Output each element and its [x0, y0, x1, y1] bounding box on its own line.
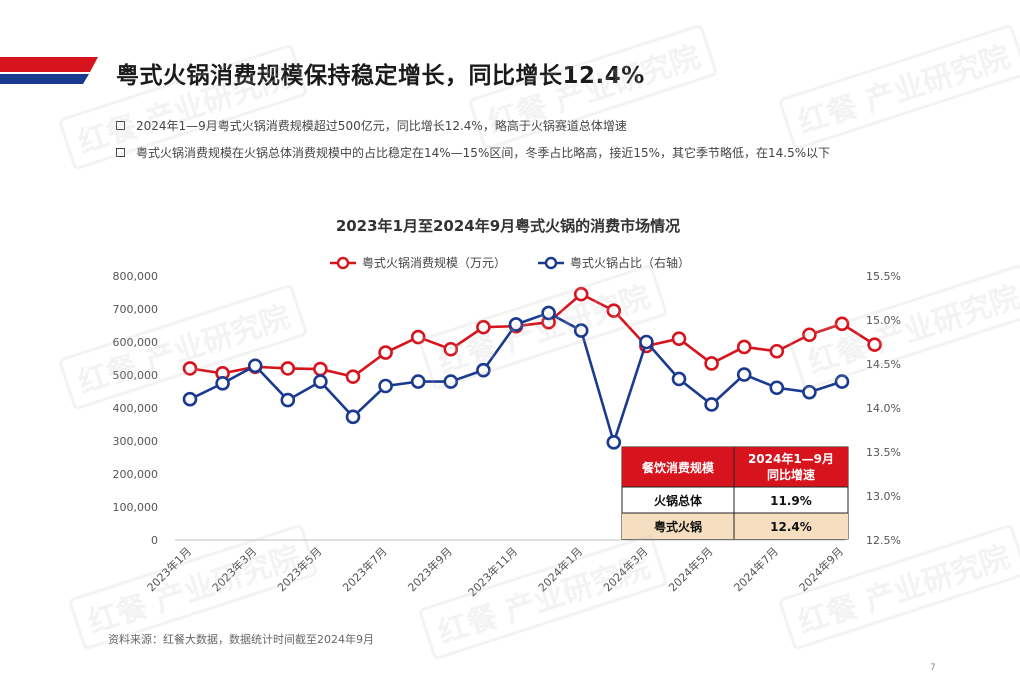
data-point-share: [476, 362, 491, 378]
data-point-share: [671, 371, 687, 387]
legend-label: 粤式火锅占比（右轴）: [570, 255, 690, 270]
data-point-share: [182, 391, 198, 407]
x-tick-label: 2024年3月: [600, 544, 650, 594]
x-tick-label: 2023年3月: [209, 544, 259, 594]
square-bullet-icon: [116, 121, 125, 130]
data-point-share: [443, 374, 459, 389]
data-point-share: [639, 334, 654, 350]
data-point-share: [247, 358, 263, 374]
y-left-tick-label: 0: [151, 534, 158, 547]
data-point-scale: [410, 329, 426, 345]
page-number: 7: [930, 663, 936, 673]
y-right-tick-label: 15.0%: [866, 314, 901, 327]
table-row-label: 粤式火锅: [654, 519, 702, 534]
data-point-scale: [834, 316, 850, 332]
data-point-scale: [736, 339, 752, 355]
data-point-share: [802, 384, 817, 400]
y-right-tick-label: 14.0%: [866, 402, 901, 415]
data-point-scale: [704, 356, 719, 371]
data-point-scale: [280, 361, 296, 376]
data-point-scale: [476, 319, 491, 335]
data-point-share: [378, 378, 393, 394]
chart-plot-area: [182, 286, 882, 450]
chart: 2023年1月至2024年9月粤式火锅的消费市场情况 粤式火锅消费规模（万元）粤…: [113, 217, 901, 599]
data-point-scale: [671, 331, 687, 346]
table-header-cell: 餐饮消费规模: [642, 460, 715, 475]
chart-title: 2023年1月至2024年9月粤式火锅的消费市场情况: [336, 217, 680, 235]
data-point-share: [410, 374, 426, 389]
page-title: 粤式火锅消费规模保持稳定增长，同比增长12.4%: [116, 63, 645, 89]
x-tick-label: 2024年9月: [796, 544, 846, 594]
table-row-value: 12.4%: [770, 520, 812, 534]
data-point-share: [541, 305, 556, 321]
chart-legend: 粤式火锅消费规模（万元） 粤式火锅占比（右轴）: [330, 255, 690, 270]
data-point-share: [215, 376, 230, 391]
x-tick-label: 2024年7月: [731, 544, 781, 594]
square-bullet-icon: [116, 148, 125, 157]
x-tick-label: 2024年1月: [535, 544, 585, 594]
table-header-bg: [622, 447, 848, 487]
data-point-scale: [802, 327, 817, 343]
x-tick-label: 2023年7月: [340, 544, 390, 594]
x-tick-label: 2023年5月: [274, 544, 324, 594]
table-header-cell: 同比增速: [767, 467, 815, 482]
data-point-share: [736, 367, 752, 382]
data-point-scale: [573, 286, 589, 302]
y-right-tick-label: 12.5%: [866, 534, 901, 547]
data-point-share: [280, 392, 296, 408]
y-right-tick-label: 13.0%: [866, 490, 901, 503]
table-row-label: 火锅总体: [654, 493, 703, 508]
bullet-text: 粤式火锅消费规模在火锅总体消费规模中的占比稳定在14%—15%区间，冬季占比略高…: [136, 146, 831, 160]
data-point-share: [313, 374, 328, 389]
data-point-scale: [313, 361, 328, 377]
x-tick-label: 2024年5月: [666, 544, 716, 594]
series-line-scale: [189, 292, 876, 378]
bullet-list: 2024年1—9月粤式火锅消费规模超过500亿元，同比增长12.4%，略高于火锅…: [116, 118, 830, 172]
legend-marker-icon: [336, 256, 350, 270]
x-tick-label: 2023年9月: [405, 544, 455, 594]
data-point-scale: [769, 343, 785, 359]
data-point-share: [834, 374, 850, 389]
y-left-tick-label: 500,000: [113, 369, 159, 382]
data-point-scale: [606, 303, 622, 318]
data-point-share: [704, 397, 719, 412]
y-left-tick-label: 400,000: [113, 402, 159, 415]
y-left-tick-label: 100,000: [113, 501, 159, 514]
source-note: 资料来源：红餐大数据，数据统计时间截至2024年9月: [108, 633, 374, 646]
data-point-share: [508, 317, 524, 332]
table-highlight-row-bg: [622, 513, 848, 539]
x-tick-label: 2023年11月: [465, 544, 520, 599]
y-right-tick-label: 14.5%: [866, 358, 901, 371]
table-header-cell: 2024年1—9月: [748, 451, 834, 466]
chart-axes: 0 100,000 200,000 300,000 400,000 500,000 600,…: [113, 270, 901, 599]
data-point-share: [573, 323, 589, 338]
data-point-scale: [345, 369, 361, 384]
y-left-tick-label: 600,000: [113, 336, 159, 349]
data-point-share: [345, 409, 361, 425]
legend-marker-icon: [544, 256, 558, 270]
y-right-tick-label: 13.5%: [866, 446, 901, 459]
bullet-item: 粤式火锅消费规模在火锅总体消费规模中的占比稳定在14%—15%区间，冬季占比略高…: [116, 145, 830, 161]
y-left-tick-label: 800,000: [113, 270, 159, 283]
bullet-text: 2024年1—9月粤式火锅消费规模超过500亿元，同比增长12.4%，略高于火锅…: [136, 119, 627, 133]
y-left-tick-label: 300,000: [113, 435, 159, 448]
header-decoration: [0, 57, 98, 84]
y-right-tick-label: 15.5%: [866, 270, 901, 283]
x-tick-label: 2023年1月: [144, 544, 194, 594]
bullet-item: 2024年1—9月粤式火锅消费规模超过500亿元，同比增长12.4%，略高于火锅…: [116, 118, 830, 134]
y-left-tick-label: 700,000: [113, 303, 159, 316]
data-point-share: [769, 380, 785, 396]
data-point-scale: [378, 345, 393, 360]
data-point-scale: [443, 341, 459, 357]
data-point-scale: [182, 361, 198, 376]
data-point-scale: [867, 337, 882, 352]
legend-label: 粤式火锅消费规模（万元）: [362, 255, 506, 270]
y-left-tick-label: 200,000: [113, 468, 159, 481]
data-point-share: [606, 435, 622, 450]
table-row-value: 11.9%: [770, 494, 812, 508]
